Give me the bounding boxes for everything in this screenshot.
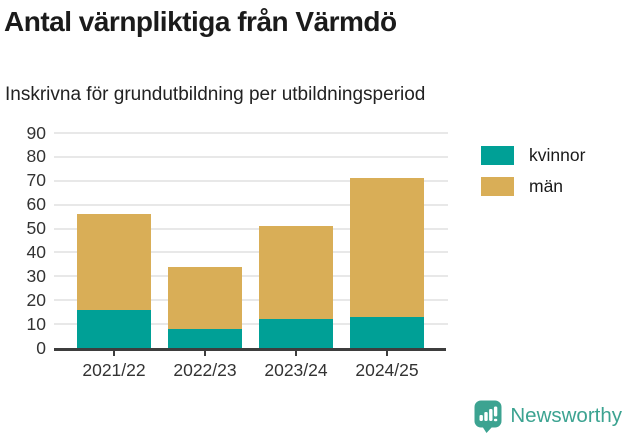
legend-swatch-kvinnor <box>481 146 514 165</box>
brand-name: Newsworthy <box>510 404 622 427</box>
y-tick-label-70: 70 <box>26 170 46 191</box>
gridline-y-30 <box>54 275 448 278</box>
bar-2023-24-män <box>259 226 333 320</box>
x-tick-2023-24 <box>295 351 297 356</box>
y-tick-label-50: 50 <box>26 218 46 239</box>
gridline-y-70 <box>54 179 448 182</box>
bar-2023-24-kvinnor <box>259 319 333 348</box>
chart-area: 0 10 20 30 40 50 60 70 80 90 2021/22 2022/23 2023/2… <box>0 123 631 393</box>
x-tick-label-2021-22: 2021/22 <box>82 360 146 380</box>
bar-2024-25-män <box>350 178 424 317</box>
gridline-y-90 <box>54 132 448 134</box>
x-tick-2021-22 <box>113 351 115 356</box>
bar-2022-23-män <box>168 266 242 329</box>
x-axis-line <box>54 348 446 351</box>
y-tick-label-90: 90 <box>26 122 46 143</box>
legend-label-män: män <box>529 176 564 196</box>
gridline-y-50 <box>54 227 448 230</box>
x-tick-label-2024-25: 2024/25 <box>355 360 419 380</box>
gridline-y-10 <box>54 323 448 326</box>
bar-2022-23-kvinnor <box>168 328 242 348</box>
y-tick-label-40: 40 <box>26 241 46 262</box>
y-tick-label-20: 20 <box>26 289 46 310</box>
gridline-y-60 <box>54 203 448 206</box>
x-tick-label-2022-23: 2022/23 <box>173 360 237 380</box>
newsworthy-logo-icon <box>474 400 502 433</box>
chart-title: Antal värnpliktiga från Värmdö <box>4 6 397 37</box>
y-tick-label-10: 10 <box>26 313 46 334</box>
plot-area <box>54 132 448 348</box>
y-tick-label-0: 0 <box>36 337 46 358</box>
y-tick-label-60: 60 <box>26 194 46 215</box>
bar-2024-25-kvinnor <box>350 316 424 348</box>
x-tick-2022-23 <box>204 351 206 356</box>
legend-label-kvinnor: kvinnor <box>529 145 586 165</box>
legend-item-kvinnor: kvinnor <box>481 145 586 165</box>
gridline-y-80 <box>54 155 448 158</box>
gridline-y-40 <box>54 251 448 254</box>
legend-item-män: män <box>481 176 585 196</box>
brand-footer: Newsworthy <box>473 399 622 433</box>
bar-2021-22-kvinnor <box>77 309 151 348</box>
chart-subtitle: Inskrivna för grundutbildning per utbild… <box>5 84 426 105</box>
legend-swatch-män <box>481 177 514 196</box>
x-tick-2024-25 <box>386 351 388 356</box>
gridline-y-20 <box>54 299 448 302</box>
y-tick-label-30: 30 <box>26 265 46 286</box>
bar-2021-22-män <box>77 214 151 310</box>
legend: kvinnor män <box>481 145 586 208</box>
x-tick-label-2023-24: 2023/24 <box>264 360 328 380</box>
y-tick-label-80: 80 <box>26 146 46 167</box>
